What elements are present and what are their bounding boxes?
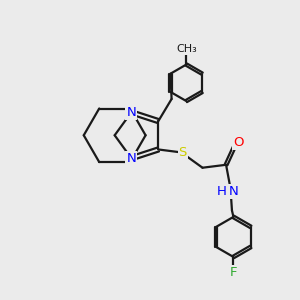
Text: N: N	[127, 152, 136, 165]
Text: CH₃: CH₃	[176, 44, 197, 54]
Text: S: S	[178, 146, 187, 159]
Text: F: F	[230, 266, 237, 279]
Text: H: H	[217, 185, 226, 198]
Text: N: N	[229, 185, 238, 198]
Text: O: O	[233, 136, 244, 148]
Text: N: N	[127, 106, 136, 119]
